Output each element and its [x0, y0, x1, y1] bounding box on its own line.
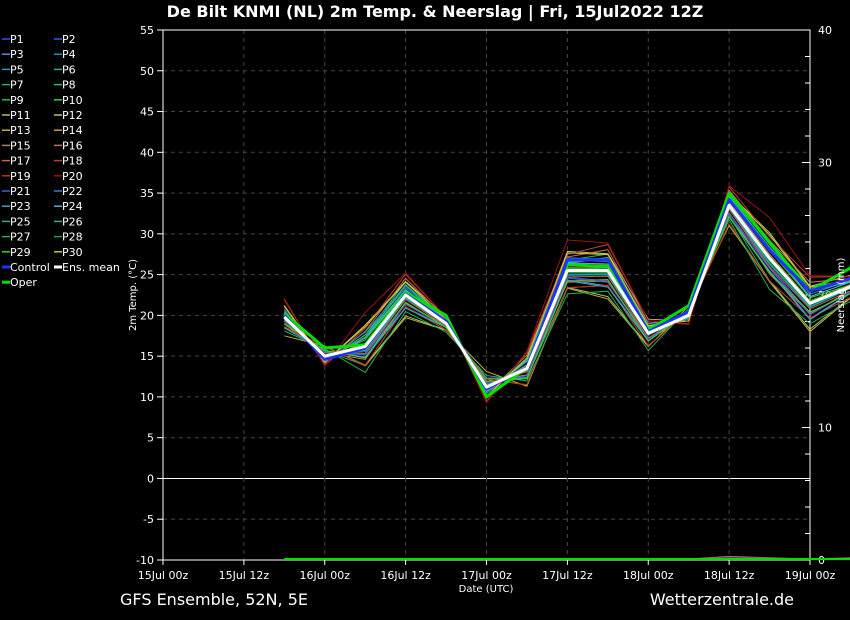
legend-label: P15 [10, 139, 31, 152]
footer-left: GFS Ensemble, 52N, 5E [120, 590, 308, 609]
y-tick-label: 25 [140, 269, 154, 282]
legend-label: P13 [10, 124, 31, 137]
series-line-p17 [283, 208, 850, 385]
x-tick-label: 17Jul 12z [542, 569, 593, 582]
x-tick-label: 18Jul 00z [623, 569, 674, 582]
legend-label: P26 [62, 215, 83, 228]
y-tick-label: 50 [140, 65, 154, 78]
y-tick-label: 10 [140, 391, 154, 404]
legend-label: Oper [10, 276, 37, 289]
y2-tick-label: 10 [818, 422, 832, 435]
series-group [283, 184, 850, 560]
chart-title: De Bilt KNMI (NL) 2m Temp. & Neerslag | … [167, 2, 704, 22]
legend-label: P9 [10, 94, 24, 107]
series-line-p12 [283, 192, 850, 398]
x-tick-label: 16Jul 00z [299, 569, 350, 582]
legend-label: P14 [62, 124, 83, 137]
y2-tick-label: 0 [818, 554, 825, 567]
series-line-p18 [283, 185, 850, 403]
series-line-p27 [284, 218, 850, 382]
legend-label: Ens. mean [62, 261, 120, 274]
legend-label: P16 [62, 139, 83, 152]
legend-label: P30 [62, 246, 83, 259]
x-tick-label: 15Jul 00z [138, 569, 189, 582]
grid [163, 30, 810, 560]
legend-label: P23 [10, 200, 31, 213]
y-tick-label: 5 [147, 432, 154, 445]
legend-label: P12 [62, 109, 83, 122]
series-line-p11 [284, 223, 850, 386]
legend-label: P8 [62, 79, 76, 92]
legend: P1 P2 P3 P4 P5 P6 P7 P8 P9 P10 P11 P12 P13 P14 P15 P16 P… [2, 33, 120, 289]
series-line-p29 [284, 215, 850, 383]
series-line-p15 [284, 211, 850, 382]
y-tick-label: 20 [140, 309, 154, 322]
series-line-p5 [283, 207, 850, 386]
y-tick-label: -10 [136, 554, 154, 567]
y-tick-label: 35 [140, 187, 154, 200]
series-line-p25 [283, 206, 850, 387]
series-line-ens-mean [283, 203, 850, 389]
y-tick-label: 0 [147, 472, 154, 485]
x-tick-label: 16Jul 12z [380, 569, 431, 582]
legend-label: P20 [62, 170, 83, 183]
y2-tick-label: 30 [818, 157, 832, 170]
y-axis-label: 2m Temp. (°C) [128, 259, 139, 331]
legend-label: P27 [10, 231, 31, 244]
x-tick-label: 15Jul 12z [219, 569, 270, 582]
legend-label: P25 [10, 215, 31, 228]
legend-label: P1 [10, 33, 24, 46]
footer-right: Wetterzentrale.de [650, 590, 794, 609]
y-tick-label: 15 [140, 350, 154, 363]
legend-label: P28 [62, 231, 83, 244]
series-line-p30 [283, 193, 850, 397]
y-tick-label: 45 [140, 106, 154, 119]
legend-label: P24 [62, 200, 83, 213]
legend-label: P5 [10, 63, 24, 76]
series-line-p23 [284, 216, 850, 380]
y-tick-label: 40 [140, 146, 154, 159]
legend-label: P4 [62, 48, 76, 61]
series-line-p19 [284, 223, 850, 386]
x-axis-label: Date (UTC) [459, 584, 514, 595]
legend-label: P22 [62, 185, 83, 198]
y-tick-label: 30 [140, 228, 154, 241]
legend-label: P11 [10, 109, 31, 122]
y-tick-label: -5 [143, 513, 154, 526]
y-tick-label: 55 [140, 24, 154, 37]
series-line-p20 [283, 184, 850, 404]
legend-label: P10 [62, 94, 83, 107]
x-tick-label: 17Jul 00z [461, 569, 512, 582]
legend-label: P3 [10, 48, 24, 61]
legend-label: P2 [62, 33, 76, 46]
y2-tick-label: 40 [818, 24, 832, 37]
series-line-p1 [283, 211, 850, 385]
x-tick-label: 19Jul 00z [785, 569, 836, 582]
legend-label: P29 [10, 246, 31, 259]
legend-label: Control [10, 261, 50, 274]
y2-axis-label: Neerslag (mm) [836, 257, 847, 332]
legend-label: P6 [62, 63, 76, 76]
legend-label: P19 [10, 170, 31, 183]
x-tick-label: 18Jul 12z [704, 569, 755, 582]
legend-label: P17 [10, 155, 31, 168]
legend-label: P18 [62, 155, 83, 168]
legend-label: P21 [10, 185, 31, 198]
legend-label: P7 [10, 79, 24, 92]
